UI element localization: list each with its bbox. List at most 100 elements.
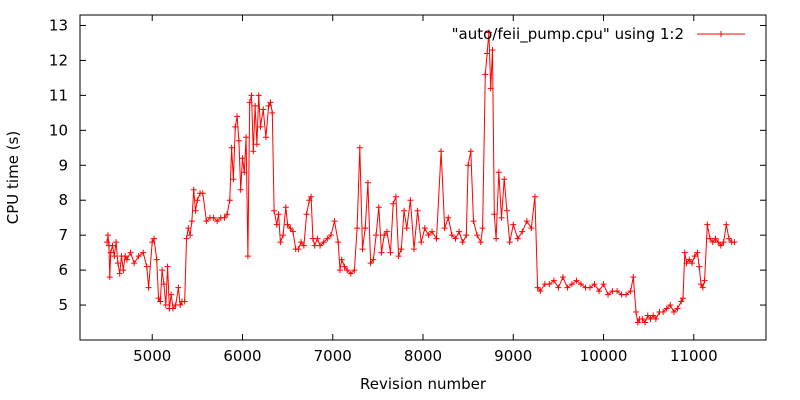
data-point (591, 281, 598, 288)
data-point (109, 242, 116, 249)
data-point (650, 312, 657, 319)
x-axis-title: Revision number (360, 375, 487, 393)
data-point (351, 267, 358, 274)
data-point (493, 235, 500, 242)
data-point (181, 298, 188, 305)
data-point (257, 123, 264, 130)
data-point (681, 249, 688, 256)
data-point (395, 253, 402, 260)
data-point (652, 316, 659, 323)
data-point (235, 137, 242, 144)
data-point (378, 249, 385, 256)
data-point (362, 225, 369, 232)
data-point (459, 239, 466, 246)
data-point (311, 242, 318, 249)
data-point (230, 176, 237, 183)
data-point (107, 249, 114, 256)
data-point (510, 221, 517, 228)
data-point (477, 239, 484, 246)
data-point (226, 197, 233, 204)
data-point (660, 309, 667, 316)
data-point (248, 92, 255, 99)
data-point (421, 225, 428, 232)
data-point (277, 239, 284, 246)
data-point (359, 246, 366, 253)
data-point (228, 144, 235, 151)
data-point (647, 316, 654, 323)
axes-group: 5000 6000 7000 8000 9000 10000 11000 5 6 7 8 9 10 11 1… (49, 14, 767, 365)
data-point (335, 239, 342, 246)
data-point (383, 228, 390, 235)
data-point (474, 232, 481, 239)
data-point (175, 284, 182, 291)
data-point (140, 249, 147, 256)
data-point (192, 207, 199, 214)
y-axis-title: CPU time (s) (4, 131, 22, 224)
data-point (425, 232, 432, 239)
data-point (143, 263, 150, 270)
data-point (489, 46, 496, 53)
data-point (306, 197, 313, 204)
data-point (633, 309, 640, 316)
data-point (145, 284, 152, 291)
data-point (314, 235, 321, 242)
data-point (162, 302, 169, 309)
data-point (290, 228, 297, 235)
data-point (188, 218, 195, 225)
data-point (482, 71, 489, 78)
y-tick-label: 5 (58, 296, 68, 314)
data-point (275, 211, 282, 218)
data-point (506, 239, 513, 246)
data-point (153, 256, 160, 263)
data-point (731, 239, 738, 246)
y-tick-label: 7 (58, 226, 68, 244)
data-point (485, 29, 492, 36)
data-point (670, 309, 677, 316)
data-point (503, 207, 510, 214)
data-point (519, 228, 526, 235)
data-point (491, 211, 498, 218)
data-point (701, 277, 708, 284)
data-point (484, 50, 491, 57)
data-point (720, 239, 727, 246)
data-point (123, 256, 130, 263)
data-point (691, 253, 698, 260)
data-point (390, 200, 397, 207)
data-point (429, 228, 436, 235)
data-point (159, 267, 166, 274)
data-point (495, 169, 502, 176)
data-point (479, 225, 486, 232)
data-point (401, 207, 408, 214)
data-point (678, 298, 685, 305)
data-point (185, 225, 192, 232)
data-point (634, 319, 641, 326)
data-point (269, 109, 276, 116)
data-point (694, 249, 701, 256)
data-point (623, 291, 630, 298)
data-point (392, 193, 399, 200)
x-tick-label: 9000 (494, 347, 532, 365)
data-point (555, 284, 562, 291)
data-point (683, 260, 690, 267)
data-point (709, 239, 716, 246)
legend-label: "auto/feii_pump.cpu" using 1:2 (452, 25, 684, 44)
data-point (364, 179, 371, 186)
data-point (114, 260, 121, 267)
data-point (250, 148, 257, 155)
data-point (600, 281, 607, 288)
data-point (679, 295, 686, 302)
data-point (403, 225, 410, 232)
legend-plus-marker (718, 31, 724, 37)
data-point (241, 169, 248, 176)
data-point (327, 232, 334, 239)
data-point (723, 221, 730, 228)
data-point (203, 218, 210, 225)
data-point (688, 260, 695, 267)
data-point (498, 214, 505, 221)
data-point (550, 277, 557, 284)
data-point (199, 190, 206, 197)
data-point (398, 246, 405, 253)
data-point (586, 284, 593, 291)
data-point (221, 214, 228, 221)
